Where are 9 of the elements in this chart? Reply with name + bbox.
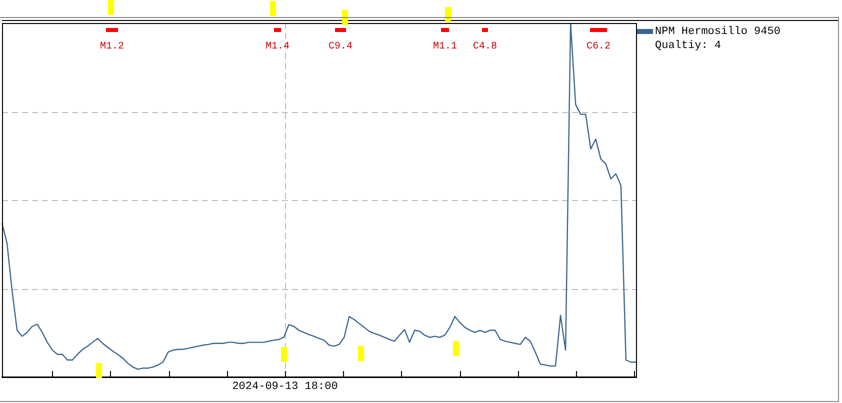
annotation: M1.4 <box>265 42 290 53</box>
annotation: M1.2 <box>100 42 124 53</box>
text: 2024-09-13 18:00 <box>232 380 338 393</box>
legend-label: NPM Hermosillo 9450 <box>654 25 780 39</box>
annotation: C9.4 <box>328 42 353 53</box>
annotation: C4.8 <box>472 42 498 53</box>
text: Qualtiy: 4 <box>654 39 722 53</box>
annotation: C6.2 <box>586 42 611 53</box>
annotation: M1.1 <box>432 42 458 53</box>
